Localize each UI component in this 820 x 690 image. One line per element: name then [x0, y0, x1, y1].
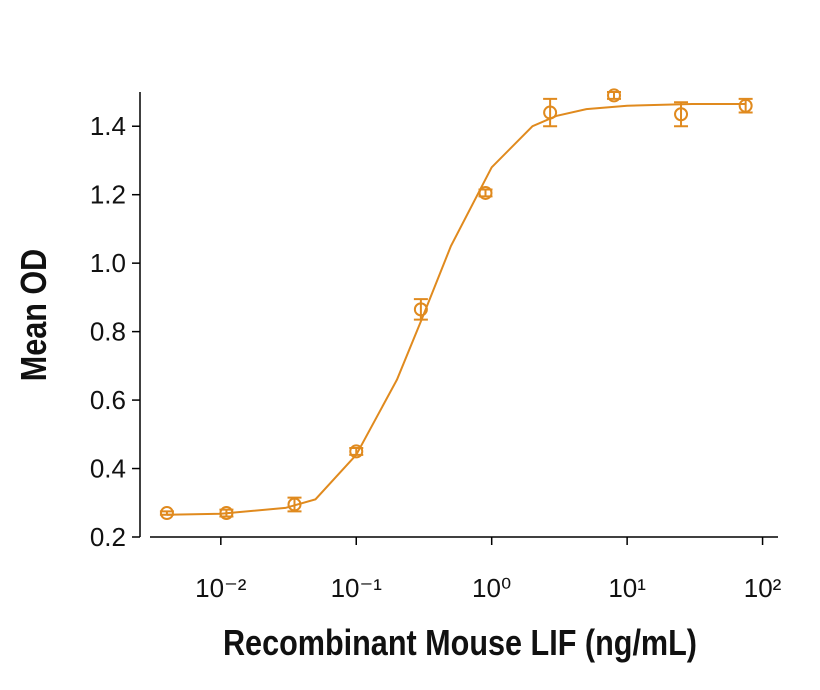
x-tick-label: 10⁻² — [195, 573, 247, 603]
y-axis-title: Mean OD — [15, 249, 55, 382]
x-tick-label: 10¹ — [608, 573, 646, 603]
error-bar — [543, 97, 558, 128]
x-tick-label: 10⁰ — [472, 573, 511, 603]
fit-curve — [166, 102, 746, 516]
y-tick-label: 1.4 — [90, 111, 126, 141]
data-point — [413, 302, 428, 317]
data-point — [607, 88, 622, 103]
y-tick-label: 1.2 — [90, 180, 126, 210]
data-point — [738, 98, 753, 113]
y-tick-label: 0.4 — [90, 454, 126, 484]
x-tick-label: 10² — [744, 573, 782, 603]
y-tick-label: 0.6 — [90, 385, 126, 415]
data-point — [159, 506, 174, 521]
data-point — [674, 107, 689, 122]
x-axis-title: Recombinant Mouse LIF (ng/mL) — [223, 624, 697, 664]
x-tick-label: 10⁻¹ — [331, 573, 383, 603]
y-tick-label: 0.2 — [90, 522, 126, 552]
data-point — [349, 444, 364, 459]
error-bar — [674, 101, 689, 128]
y-tick-label: 1.0 — [90, 248, 126, 278]
y-tick-label: 0.8 — [90, 317, 126, 347]
